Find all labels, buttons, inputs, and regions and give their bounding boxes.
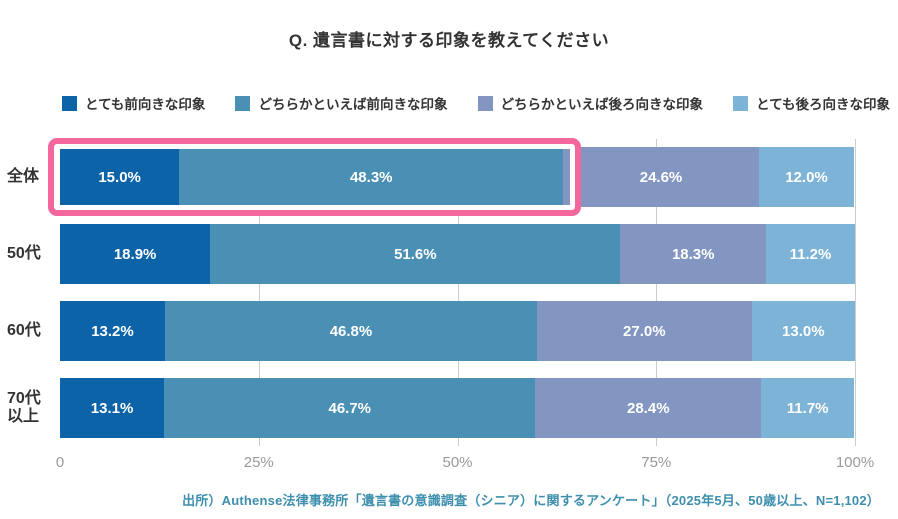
stacked-bar: 18.9% 51.6% 18.3% 11.2% — [60, 224, 855, 284]
bar-segment-value: 12.0% — [785, 168, 828, 186]
category-label: 全体 — [7, 167, 40, 185]
bar-segment: 12.0% — [758, 147, 855, 207]
axis-tick-100: 100% — [835, 454, 875, 471]
legend-item-3: とても後ろ向きな印象 — [733, 93, 890, 113]
bar-segment-value: 46.8% — [329, 322, 373, 340]
chart-title: Q. 遺言書に対する印象を教えてください — [288, 31, 610, 50]
bar-segment-value: 48.3% — [349, 168, 393, 186]
bar-segment-value: 13.0% — [782, 322, 825, 340]
bar-segment: 15.0% — [60, 147, 180, 207]
gridline-100 — [855, 139, 856, 446]
legend: とても前向きな印象 どちらかといえば前向きな印象 どちらかといえば後ろ向きな印象 とて… — [62, 93, 890, 113]
bar-segment-value: 11.2% — [789, 245, 832, 263]
gridlines — [60, 137, 856, 446]
table-row: 70代 以上 13.1% 46.7% 28.4% 11.7% — [0, 378, 855, 438]
bar-segment-value: 28.4% — [627, 399, 670, 417]
bar-segment: 51.6% — [210, 224, 621, 284]
source-note: 出所）Authense法律事務所「遺言書の意識調査（シニア）に関するアンケート」… — [182, 493, 880, 508]
gridline-75 — [656, 139, 658, 446]
legend-swatch-icon — [235, 95, 251, 111]
stacked-bar-chart: 全体 15.0% 48.3% 24.6% 12.0% 50代 18.9% 51.6% 18.3%… — [0, 137, 856, 446]
bar-segment-value: 46.7% — [328, 399, 372, 417]
legend-label: どちらかといえば前向きな印象 — [258, 97, 448, 112]
table-row: 50代 18.9% 51.6% 18.3% 11.2% — [0, 224, 855, 284]
category-label: 70代 以上 — [7, 389, 41, 425]
legend-swatch-icon — [733, 95, 749, 111]
table-row: 全体 15.0% 48.3% 24.6% 12.0% — [0, 138, 855, 216]
bar-segment: 11.2% — [765, 224, 855, 284]
legend-swatch-icon — [62, 95, 77, 111]
bar-segment: 24.6% — [563, 147, 759, 207]
x-axis: 0 25% 50% 75% 100% — [56, 454, 874, 474]
bar-segment-value: 13.2% — [91, 322, 134, 340]
bar-segment: 18.9% — [60, 224, 211, 284]
gridline-50 — [457, 139, 459, 446]
bar-segment-value: 15.0% — [98, 168, 141, 186]
category-label: 50代 — [7, 244, 41, 262]
bar-segment: 13.2% — [60, 301, 165, 361]
legend-label: とても前向きな印象 — [85, 97, 206, 112]
stacked-bar: 13.1% 46.7% 28.4% 11.7% — [60, 378, 855, 438]
legend-item-2: どちらかといえば後ろ向きな印象 — [477, 93, 704, 113]
bar-segment: 13.1% — [60, 378, 165, 438]
bar-segment: 27.0% — [536, 301, 752, 361]
bar-segment-value: 18.9% — [113, 245, 157, 263]
bar-segment: 48.3% — [179, 147, 564, 207]
bar-segment: 46.7% — [164, 378, 536, 438]
table-row: 60代 13.2% 46.8% 27.0% 13.0% — [0, 301, 855, 361]
bar-segment: 46.8% — [164, 301, 537, 361]
legend-swatch-icon — [477, 95, 493, 111]
bar-segment-value: 51.6% — [394, 245, 437, 263]
legend-item-1: どちらかといえば前向きな印象 — [235, 93, 447, 113]
gridline-25 — [258, 139, 260, 446]
bar-rows: 全体 15.0% 48.3% 24.6% 12.0% 50代 18.9% 51.6% 18.3%… — [0, 137, 855, 446]
legend-label: とても後ろ向きな印象 — [756, 97, 890, 112]
bar-segment: 11.7% — [761, 378, 855, 438]
bar-segment-value: 18.3% — [671, 245, 715, 263]
bar-segment: 18.3% — [620, 224, 766, 284]
axis-tick-25: 25% — [243, 454, 274, 471]
bar-segment-value: 24.6% — [639, 168, 683, 186]
axis-tick-75: 75% — [641, 454, 672, 471]
stacked-bar: 13.2% 46.8% 27.0% 13.0% — [60, 301, 855, 361]
axis-tick-0: 0 — [55, 454, 65, 471]
stacked-bar: 15.0% 48.3% 24.6% 12.0% — [48, 138, 855, 216]
bar-segment-value: 27.0% — [623, 322, 666, 340]
category-label: 60代 — [7, 321, 41, 339]
legend-label: どちらかといえば後ろ向きな印象 — [500, 97, 704, 112]
bar-segment-value: 13.1% — [90, 399, 134, 417]
bar-segment-value: 11.7% — [786, 399, 829, 417]
bar-segment: 13.0% — [751, 301, 855, 361]
bar-segment: 28.4% — [535, 378, 762, 438]
axis-tick-50: 50% — [442, 454, 473, 471]
legend-item-0: とても前向きな印象 — [62, 93, 205, 113]
